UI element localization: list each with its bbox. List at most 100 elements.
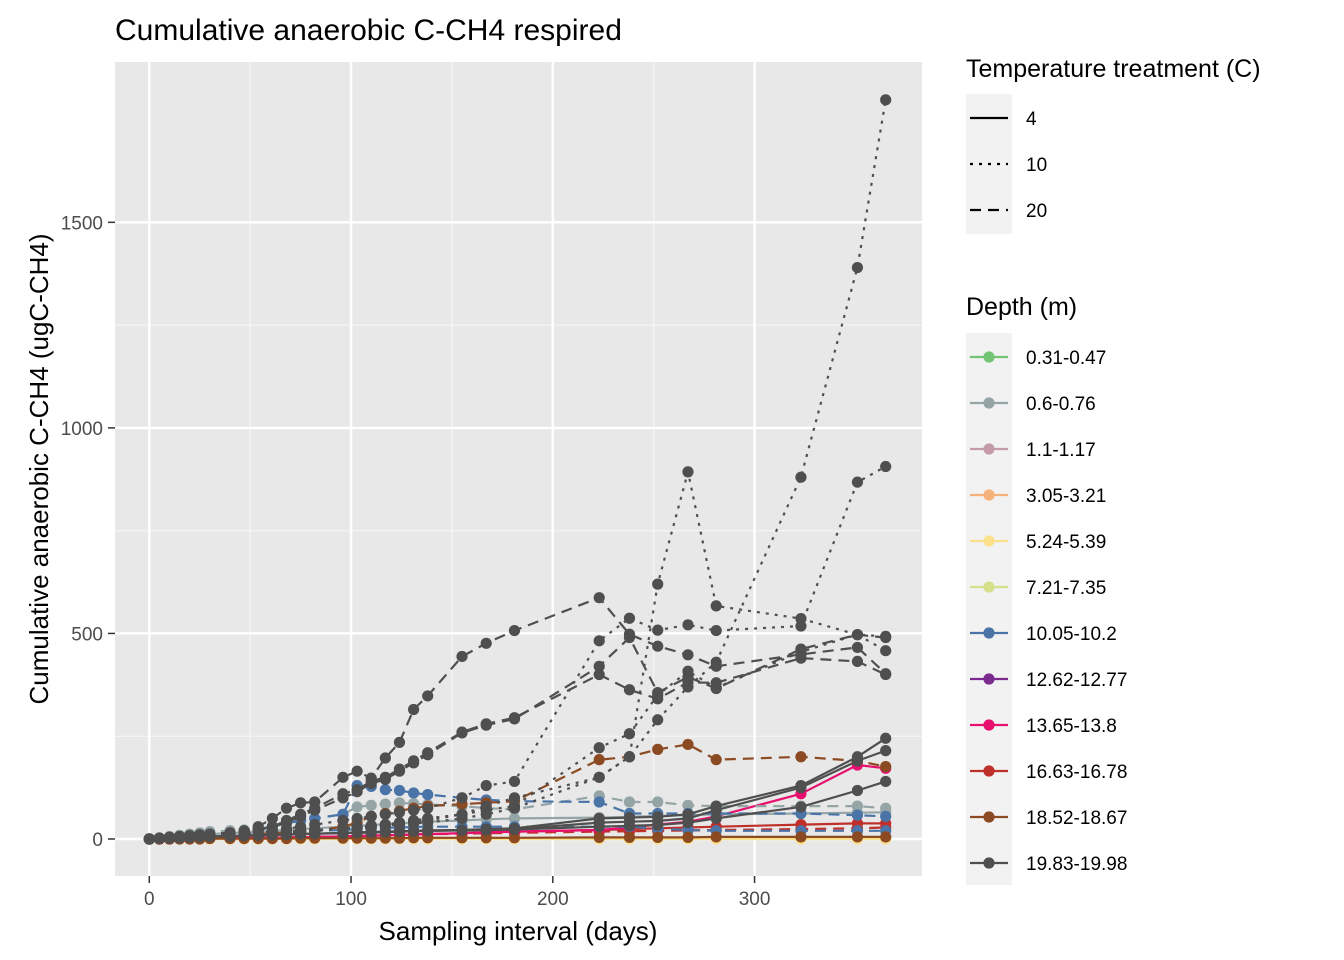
- legend-depth-key-point: [983, 489, 995, 501]
- series-point: [623, 796, 636, 808]
- legend-depth-key-point: [983, 673, 995, 685]
- series-point: [795, 751, 807, 763]
- series-point: [337, 823, 349, 835]
- series-point: [407, 787, 420, 799]
- series-point: [880, 810, 892, 822]
- series-point: [880, 761, 892, 773]
- series-point: [407, 755, 420, 767]
- series-point: [508, 712, 521, 724]
- series-point: [508, 775, 521, 788]
- series-point: [480, 718, 492, 730]
- series-point: [456, 824, 468, 836]
- series-point: [652, 714, 664, 726]
- series-point: [652, 624, 664, 636]
- series-point: [710, 754, 722, 766]
- series-point: [851, 751, 864, 763]
- series-line: [149, 470, 886, 841]
- series-point: [593, 754, 605, 766]
- series-point: [393, 819, 406, 831]
- series-point: [456, 792, 468, 804]
- series-point: [795, 646, 807, 658]
- legend-temperature-label: 20: [1026, 201, 1047, 222]
- series-point: [480, 832, 492, 844]
- legend-depth-key-point: [983, 397, 995, 409]
- series-point: [851, 641, 864, 654]
- x-tick-label: 100: [335, 889, 367, 910]
- series-point: [593, 668, 605, 681]
- series-point: [623, 684, 636, 696]
- series-point: [407, 804, 420, 816]
- series-point: [623, 831, 636, 843]
- legend-depth-key-point: [983, 581, 995, 593]
- series-point: [682, 799, 694, 811]
- series-point: [365, 772, 377, 784]
- series-point: [351, 812, 363, 825]
- series-point: [173, 832, 186, 844]
- x-tick-label: 200: [537, 889, 569, 910]
- x-tick-label: 300: [739, 889, 771, 910]
- series-point: [508, 624, 521, 637]
- series-point: [623, 628, 636, 640]
- series-line: [149, 465, 887, 841]
- series-point: [593, 660, 605, 672]
- series-point: [682, 738, 694, 751]
- legend-temperature-title: Temperature treatment (C): [966, 55, 1261, 83]
- series-point: [238, 829, 250, 841]
- legend-depth-label: 1.1-1.17: [1026, 440, 1096, 461]
- series-layer: [143, 94, 892, 845]
- series-point: [795, 779, 807, 792]
- legend-depth-label: 16.63-16.78: [1026, 762, 1127, 783]
- series-point: [456, 726, 468, 738]
- chart-title: Cumulative anaerobic C-CH4 respired: [115, 14, 622, 47]
- series-point: [365, 810, 377, 822]
- plot-panel: [115, 62, 922, 876]
- series-point: [365, 821, 377, 833]
- legend-depth-label: 0.31-0.47: [1026, 348, 1106, 369]
- series-point: [365, 799, 377, 811]
- y-tick-label: 1500: [61, 213, 103, 234]
- series-point: [351, 801, 363, 813]
- series-point: [593, 742, 605, 754]
- series-point: [379, 771, 391, 783]
- series-point: [593, 635, 605, 647]
- series-point: [795, 801, 807, 813]
- series-point: [337, 788, 349, 800]
- legend-depth-label: 13.65-13.8: [1026, 716, 1117, 737]
- series-point: [795, 831, 807, 843]
- series-point: [379, 819, 391, 832]
- series-point: [379, 798, 391, 810]
- series-point: [851, 784, 864, 797]
- series-point: [422, 690, 434, 702]
- series-point: [851, 476, 864, 488]
- series-point: [422, 816, 434, 829]
- series-point: [456, 650, 468, 663]
- y-tick-label: 1000: [61, 419, 103, 440]
- series-point: [880, 732, 892, 744]
- series-point: [652, 796, 664, 808]
- series-point: [623, 812, 636, 824]
- series-point: [143, 833, 155, 845]
- series-point: [351, 821, 363, 834]
- series-point: [337, 771, 349, 783]
- series-line: [149, 633, 886, 841]
- series-point: [508, 802, 521, 814]
- series-point: [280, 826, 293, 838]
- legend-depth-label: 7.21-7.35: [1026, 578, 1106, 599]
- series-point: [682, 681, 694, 693]
- legend-temperature: Temperature treatment (C) 4 10 20: [966, 55, 1261, 234]
- series-point: [480, 823, 492, 835]
- series-point: [710, 831, 722, 843]
- series-point: [456, 812, 468, 825]
- series-point: [480, 779, 492, 792]
- series-point: [880, 668, 892, 680]
- legend-depth-label: 18.52-18.67: [1026, 808, 1127, 829]
- series-point: [309, 824, 321, 836]
- series-point: [351, 765, 363, 777]
- series-point: [184, 831, 196, 843]
- legend-depth-keys: [966, 333, 1012, 885]
- series-point: [379, 784, 391, 796]
- series-point: [422, 789, 434, 801]
- series-point: [652, 743, 664, 755]
- series-point: [710, 624, 722, 637]
